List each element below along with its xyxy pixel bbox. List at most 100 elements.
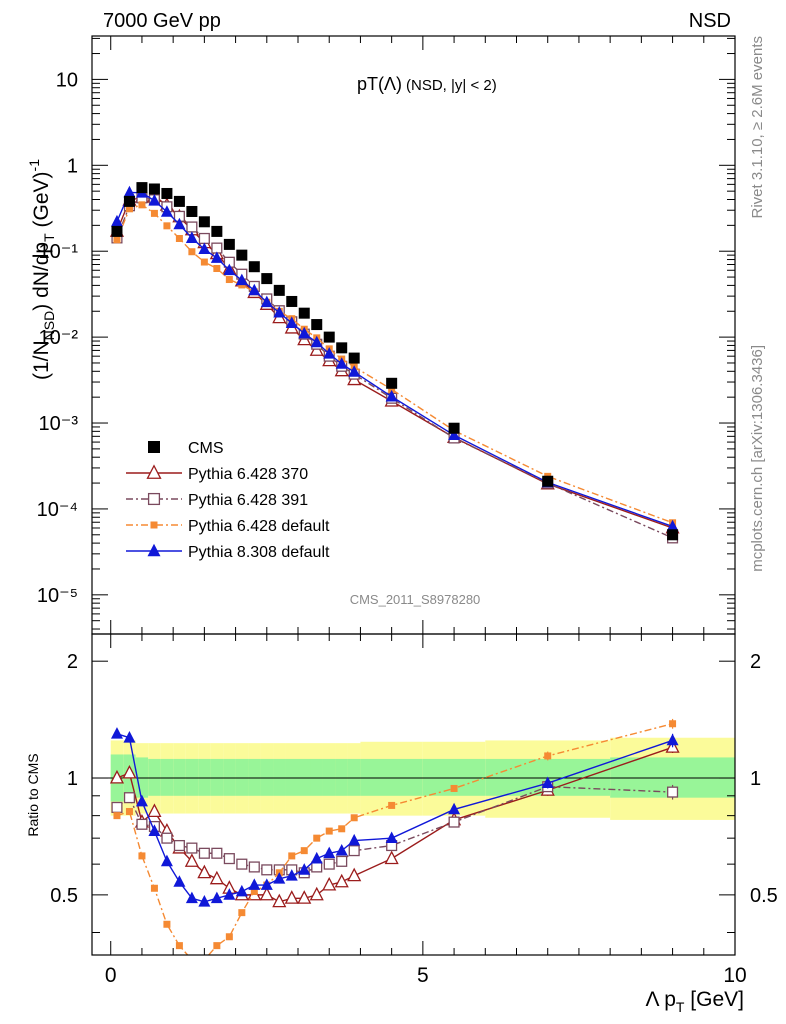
ratio-panel-frame (91, 633, 736, 956)
main-panel-marks (109, 182, 680, 544)
series-point (150, 209, 158, 217)
ratio-point (311, 861, 323, 873)
axes-ticks: 0 5 10 10⁻⁵ 10⁻⁴ 10⁻³ 10⁻² 10⁻¹ 1 10 0.5 0.5 1 1 2 2 (37, 36, 778, 987)
series-point (285, 316, 298, 328)
ratio-point (109, 769, 125, 784)
ratio-point (310, 851, 323, 864)
x-tick-label: 0 (105, 964, 117, 987)
data-point (273, 284, 285, 296)
ratio-point (248, 861, 260, 873)
legend-entry: Pythia 6.428 391 (126, 492, 308, 509)
series-point (323, 347, 336, 359)
data-point (667, 529, 679, 541)
series-point (123, 185, 136, 198)
series-point (160, 205, 173, 217)
stat-uncertainty-bin (273, 758, 286, 796)
legend-marker (146, 464, 162, 479)
stat-uncertainty-bin (160, 758, 174, 796)
ratio-y-tick-label: 0.5 (50, 885, 78, 907)
ratio-point (297, 890, 312, 904)
legend-label: Pythia 6.428 391 (188, 492, 308, 509)
legend-marker (147, 543, 161, 557)
series-point (173, 217, 186, 230)
series-point (198, 232, 210, 244)
stat-uncertainty-bin (248, 758, 261, 796)
ratio-y-tick-label: 2 (67, 651, 78, 673)
ratio-point (388, 801, 396, 809)
data-point (161, 187, 173, 199)
stat-uncertainty-bin (322, 758, 336, 796)
legend-data-marker (148, 441, 160, 453)
stat-uncertainty-bin (298, 758, 311, 796)
series-point (388, 385, 396, 393)
chart-title-sub: (NSD, |y| < 2) (406, 77, 497, 94)
ratio-point (209, 870, 224, 885)
ratio-point (111, 801, 123, 813)
data-point (123, 195, 135, 207)
stat-uncertainty-bin (198, 758, 211, 796)
series-point (198, 242, 211, 255)
legend-label: Pythia 8.308 default (188, 544, 330, 561)
ratio-point (323, 858, 335, 870)
legend-label: Pythia 6.428 default (188, 518, 330, 535)
y-tick-label: 10⁻³ (39, 413, 79, 435)
legend-label: CMS (188, 440, 224, 457)
header-left: 7000 GeV pp (103, 10, 221, 32)
stat-uncertainty-bin (310, 758, 323, 796)
ratio-point (201, 956, 208, 963)
stat-uncertainty-bin (347, 758, 361, 796)
ratio-point (163, 920, 171, 928)
y-tick-label: 10⁻¹ (39, 241, 79, 263)
data-point (311, 319, 323, 331)
legend-label: Pythia 6.428 370 (188, 466, 308, 483)
ratio-line (116, 733, 673, 903)
chart-title-main: pT(Λ) (357, 74, 402, 94)
ratio-point (173, 875, 186, 887)
data-point (386, 377, 398, 389)
y-tick-label: 10⁻⁵ (37, 585, 78, 607)
data-point (173, 195, 185, 207)
ratio-point (348, 845, 360, 857)
data-point (348, 352, 360, 364)
y-tick-label: 10⁻⁴ (37, 499, 78, 521)
ratio-point (448, 816, 460, 828)
data-point (261, 273, 273, 285)
series-point (223, 263, 236, 276)
rivet-version-label: Rivet 3.1.10, ≥ 2.6M events (749, 36, 766, 219)
x-tick-label: 5 (417, 964, 429, 987)
ratio-point (188, 956, 195, 963)
y-tick-label: 10⁻² (39, 327, 79, 349)
series-point (448, 428, 461, 441)
ratio-point (260, 878, 273, 890)
ratio-point (248, 878, 261, 890)
ratio-point (223, 888, 236, 900)
ratio-point (213, 942, 221, 950)
data-point (248, 261, 260, 273)
ratio-point (313, 834, 321, 842)
ratio-y-axis-label: Ratio to CMS (25, 753, 41, 836)
ratio-y-tick-label-right: 1 (750, 768, 761, 790)
ratio-point (259, 886, 274, 901)
series-point (385, 389, 398, 402)
series-point (125, 205, 133, 213)
data-point (198, 216, 210, 228)
ratio-series-pythia-6-428-default (113, 718, 677, 963)
ratio-point (148, 824, 161, 836)
series-point (148, 194, 161, 206)
ratio-point (336, 855, 348, 867)
data-point (236, 249, 248, 261)
ratio-point (211, 847, 223, 859)
svg-text:(1/NNSD) dN/dpT (GeV)-1: (1/NNSD) dN/dpT (GeV)-1 (26, 159, 57, 380)
data-point (448, 422, 460, 434)
ratio-line (116, 785, 673, 874)
ratio-point (225, 933, 233, 941)
ratio-point (288, 852, 296, 860)
ratio-point (235, 884, 248, 897)
analysis-watermark: CMS_2011_S8978280 (350, 592, 481, 607)
data-point (286, 295, 298, 307)
stat-uncertainty-bin (285, 758, 299, 796)
series-pythia-6-428-391 (111, 192, 679, 544)
series-point (348, 365, 361, 377)
ratio-point (184, 853, 199, 867)
